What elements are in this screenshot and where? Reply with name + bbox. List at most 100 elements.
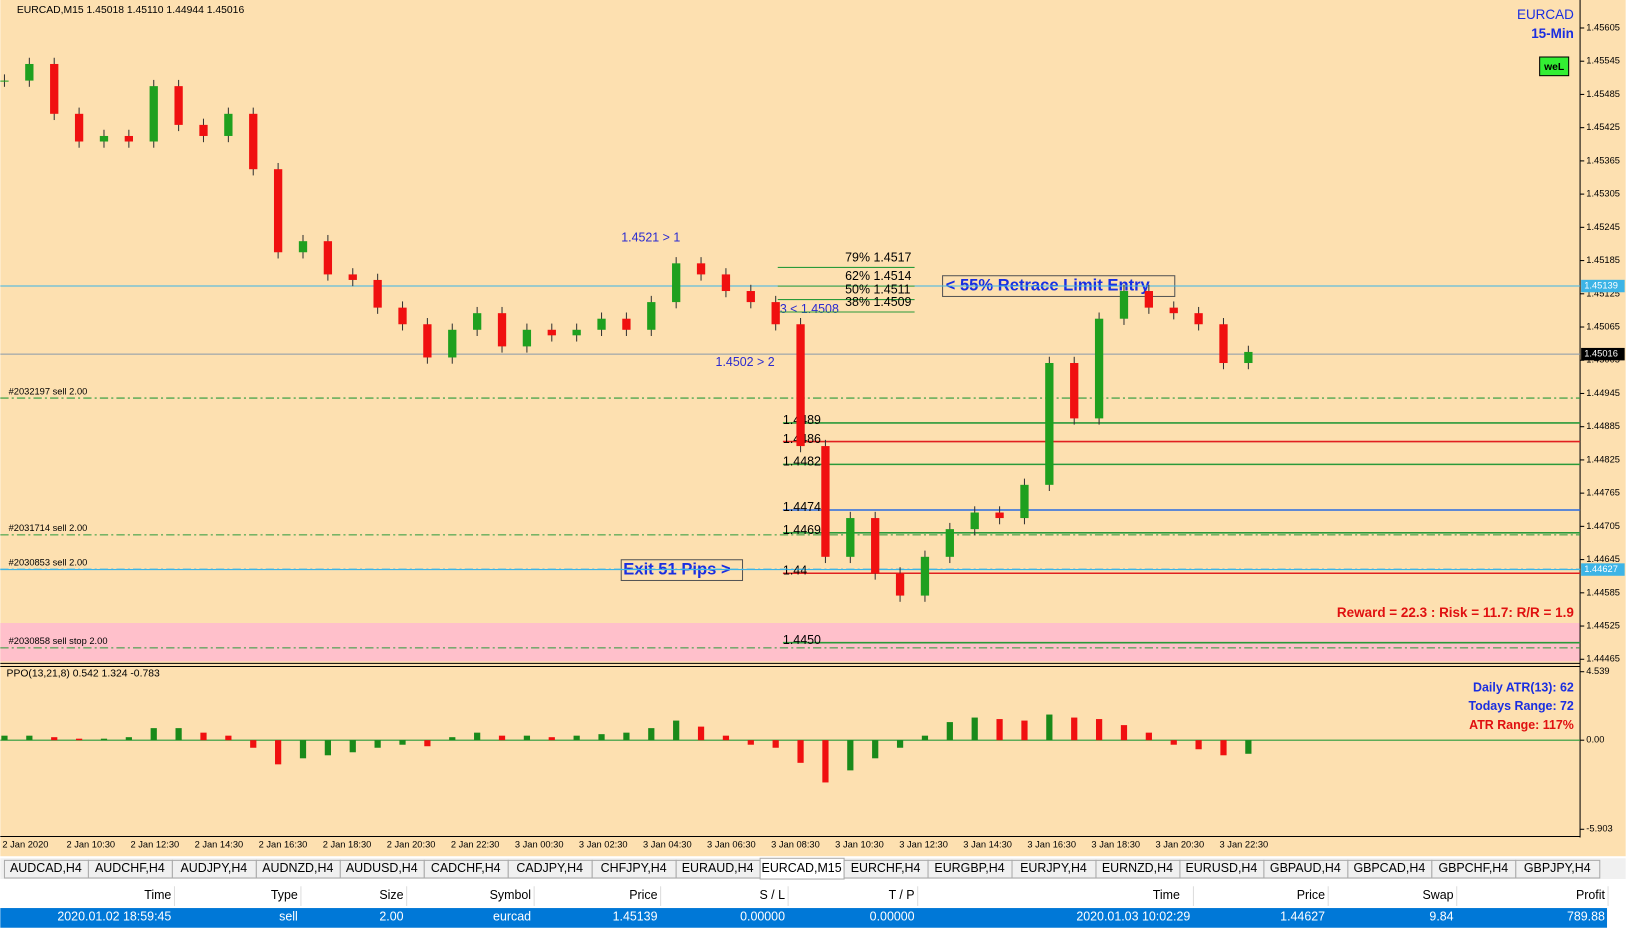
level-label: 1.4450 bbox=[783, 633, 821, 647]
tab-label[interactable]: EURAUD,H4 bbox=[682, 861, 754, 875]
time-label: 2 Jan 2020 bbox=[2, 839, 48, 849]
ppo-bar bbox=[598, 734, 605, 741]
price-marker bbox=[1581, 563, 1625, 576]
tab-label[interactable]: GBPAUD,H4 bbox=[1270, 861, 1341, 875]
price-marker bbox=[1581, 279, 1625, 293]
column-header[interactable]: T / P bbox=[889, 888, 915, 902]
candle bbox=[448, 329, 457, 358]
ppo-bar bbox=[722, 735, 730, 741]
column-header[interactable]: Type bbox=[271, 888, 298, 902]
tab-label[interactable]: EURCAD,M15 bbox=[762, 861, 842, 875]
candle bbox=[1144, 291, 1153, 308]
ppo-bar bbox=[697, 726, 705, 741]
ppo-bar bbox=[498, 735, 506, 741]
fib-label: 79% 1.4517 bbox=[845, 250, 911, 264]
ppo-bar bbox=[772, 740, 779, 748]
cell: eurcad bbox=[493, 910, 531, 924]
column-header[interactable]: Size bbox=[379, 888, 403, 902]
tab-label[interactable]: EURNZD,H4 bbox=[1102, 861, 1173, 875]
candle bbox=[622, 318, 631, 330]
ppo-bar bbox=[175, 728, 182, 741]
ppo-bar bbox=[523, 735, 531, 741]
time-label: 3 Jan 10:30 bbox=[835, 839, 884, 849]
column-header[interactable]: Symbol bbox=[490, 888, 531, 902]
candle bbox=[423, 324, 432, 358]
chart-background bbox=[0, 0, 1626, 857]
ppo-bar bbox=[648, 728, 655, 741]
cell: sell bbox=[279, 910, 298, 924]
tab-label[interactable]: GBPCHF,H4 bbox=[1438, 861, 1508, 875]
time-label: 3 Jan 16:30 bbox=[1027, 839, 1076, 849]
candle bbox=[348, 274, 357, 280]
tab-label[interactable]: EURGBP,H4 bbox=[934, 861, 1004, 875]
candle bbox=[920, 556, 930, 596]
ppo-bar bbox=[275, 740, 282, 765]
column-header[interactable]: Profit bbox=[1576, 888, 1606, 902]
tab-label[interactable]: AUDCAD,H4 bbox=[10, 861, 82, 875]
tab-label[interactable]: GBPCAD,H4 bbox=[1353, 861, 1425, 875]
column-header[interactable]: Price bbox=[1297, 888, 1325, 902]
column-header[interactable]: Swap bbox=[1423, 888, 1454, 902]
symbol: EURCAD bbox=[1517, 7, 1574, 22]
ppo-bar bbox=[51, 737, 58, 741]
time-label: 3 Jan 18:30 bbox=[1091, 839, 1140, 849]
time-label: 2 Jan 22:30 bbox=[451, 839, 500, 849]
exit-box bbox=[620, 559, 744, 582]
price-marker-label: 1.45139 bbox=[1584, 281, 1618, 291]
candle bbox=[1020, 484, 1029, 519]
badge-box bbox=[1539, 56, 1570, 77]
candle bbox=[323, 241, 333, 275]
tab-label[interactable]: GBPJPY,H4 bbox=[1524, 861, 1591, 875]
time-label: 2 Jan 14:30 bbox=[195, 839, 244, 849]
tab[interactable] bbox=[1515, 859, 1601, 879]
tab-label[interactable]: CADCHF,H4 bbox=[431, 861, 501, 875]
candle bbox=[796, 324, 805, 447]
tab-label[interactable]: AUDCHF,H4 bbox=[95, 861, 165, 875]
range-stat: Todays Range: 72 bbox=[1468, 699, 1573, 713]
candle bbox=[945, 529, 954, 557]
column-header[interactable]: S / L bbox=[759, 888, 785, 902]
time-label: 2 Jan 16:30 bbox=[259, 839, 308, 849]
price-tick-label: 1.44465 bbox=[1586, 654, 1620, 664]
candle bbox=[1169, 307, 1178, 314]
candle bbox=[547, 329, 556, 336]
tab-label[interactable]: EURUSD,H4 bbox=[1186, 861, 1258, 875]
ppo-bar bbox=[1220, 740, 1227, 756]
ppo-bar bbox=[424, 740, 431, 747]
tab-label[interactable]: AUDJPY,H4 bbox=[180, 861, 247, 875]
ppo-bar bbox=[747, 740, 754, 745]
time-label: 3 Jan 22:30 bbox=[1220, 839, 1269, 849]
ppo-bar bbox=[1145, 732, 1152, 741]
candle bbox=[1194, 313, 1203, 325]
column-header[interactable]: Time bbox=[144, 888, 171, 902]
ppo-bar bbox=[822, 740, 829, 783]
candle bbox=[124, 135, 133, 142]
column-header[interactable]: Time bbox=[1153, 888, 1180, 902]
time-label: 2 Jan 20:30 bbox=[387, 839, 436, 849]
time-label: 2 Jan 18:30 bbox=[323, 839, 372, 849]
time-label: 3 Jan 20:30 bbox=[1155, 839, 1204, 849]
column-header[interactable]: Price bbox=[629, 888, 657, 902]
ppo-bar bbox=[250, 740, 257, 748]
tab-label[interactable]: AUDNZD,H4 bbox=[262, 861, 333, 875]
trade-row[interactable] bbox=[0, 908, 1608, 928]
candle bbox=[672, 263, 681, 303]
price-tick-label: 1.44525 bbox=[1586, 621, 1620, 631]
candle bbox=[696, 263, 706, 275]
cell: 1.44627 bbox=[1280, 910, 1325, 924]
candle bbox=[224, 113, 233, 136]
ppo-bar bbox=[449, 737, 456, 741]
candle bbox=[1119, 291, 1129, 319]
tab-label[interactable]: CHFJPY,H4 bbox=[601, 861, 667, 875]
tab-label[interactable]: AUDUSD,H4 bbox=[346, 861, 418, 875]
ppo-bar bbox=[299, 740, 307, 759]
level-label: 1.4482 bbox=[783, 455, 821, 469]
ppo-bar bbox=[797, 740, 804, 763]
tab-label[interactable]: EURJPY,H4 bbox=[1020, 861, 1087, 875]
tab-label[interactable]: EURCHF,H4 bbox=[851, 861, 921, 875]
cell: 0.00000 bbox=[740, 910, 785, 924]
ppo-bar bbox=[1095, 719, 1103, 741]
cell: 2.00 bbox=[379, 910, 403, 924]
tab-label[interactable]: CADJPY,H4 bbox=[516, 861, 583, 875]
